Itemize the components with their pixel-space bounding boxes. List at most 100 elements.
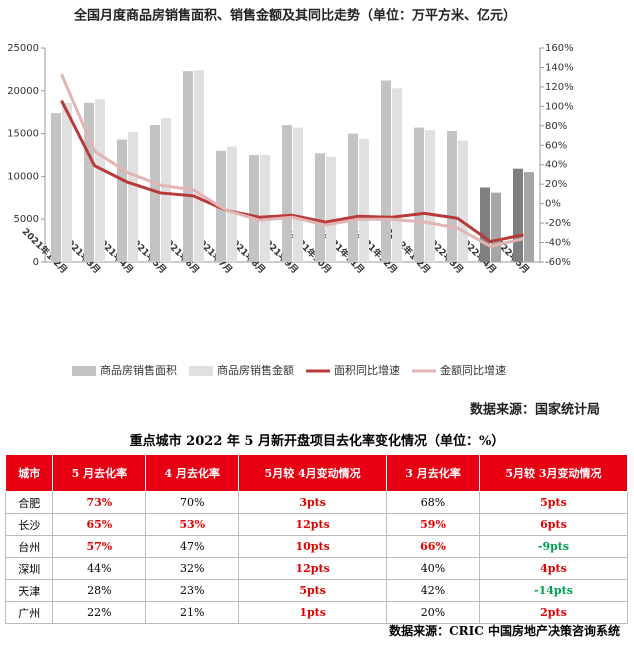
header-cell: 5月较 3月变动情况 — [478, 454, 629, 492]
table-cell: 66% — [386, 535, 480, 558]
table-title: 重点城市 2022 年 5 月新开盘项目去化率变化情况（单位：%） — [129, 434, 505, 449]
bar — [513, 168, 523, 262]
table-cell: 44% — [52, 557, 147, 580]
y-tick-label: 25000 — [7, 43, 39, 54]
y-tick-label: 10000 — [7, 171, 39, 182]
table-cell: 22% — [52, 601, 147, 624]
y2-tick-label: -60% — [545, 257, 571, 268]
table: 城市 5 月去化率 4 月去化率 5月较 4月变动情况 3 月去化率 5月较 3月变动情况… — [4, 454, 629, 624]
table-cell: 12pts — [238, 557, 388, 580]
y2-tick-label: 100% — [545, 101, 574, 112]
legend-label: 面积同比增速 — [334, 363, 400, 377]
bar — [392, 88, 402, 263]
bar — [414, 127, 424, 262]
bar — [117, 139, 127, 262]
bar — [425, 130, 435, 262]
table-row: 天津 28% 23% 5pts 42% -14pts — [4, 579, 629, 602]
bar — [150, 125, 160, 262]
bar — [227, 146, 237, 262]
table-cell: 广州 — [4, 601, 54, 624]
legend-label: 金额同比增速 — [440, 363, 506, 377]
header-cell: 5 月去化率 — [52, 454, 147, 492]
y2-tick-label: 80% — [545, 121, 567, 132]
y-tick-label: 0 — [33, 257, 39, 268]
table-cell: 42% — [386, 579, 480, 602]
y2-tick-label: 40% — [545, 160, 567, 171]
bar — [249, 155, 259, 262]
table-cell: 台州 — [4, 535, 54, 558]
table-cell: 12pts — [238, 513, 388, 536]
y2-tick-label: 0% — [545, 199, 561, 210]
chart-title: 全国月度商品房销售面积、销售金额及其同比走势（单位：万平方米、亿元） — [73, 8, 516, 24]
bar — [282, 125, 292, 262]
bar — [381, 80, 391, 262]
table-cell: 73% — [52, 491, 147, 514]
bar — [480, 187, 490, 262]
bar — [447, 131, 457, 262]
table-cell: 47% — [145, 535, 240, 558]
y2-tick-label: 20% — [545, 179, 567, 190]
table-cell: 10pts — [238, 535, 388, 558]
y2-tick-label: 140% — [545, 62, 574, 73]
bar — [491, 192, 501, 262]
table-cell: 21% — [145, 601, 240, 624]
table-row: 台州 57% 47% 10pts 66% -9pts — [4, 535, 629, 558]
table-cell: 32% — [145, 557, 240, 580]
header-cell: 3 月去化率 — [386, 454, 480, 492]
table-cell: 65% — [52, 513, 147, 536]
y2-tick-label: -20% — [545, 218, 571, 229]
table-cell: 28% — [52, 579, 147, 602]
legend-swatch — [72, 366, 96, 376]
header-cell: 5月较 4月变动情况 — [238, 454, 388, 492]
source: 数据来源：国家统计局 — [470, 402, 600, 418]
bar — [326, 156, 336, 262]
y-tick-label: 5000 — [14, 214, 39, 225]
table-cell: 53% — [145, 513, 240, 536]
y-tick-label: 20000 — [7, 86, 39, 97]
bar — [293, 127, 303, 262]
table-row: 合肥 73% 70% 3pts 68% 5pts — [4, 491, 629, 514]
bar — [183, 71, 193, 262]
bar — [128, 131, 138, 262]
bar — [161, 118, 171, 262]
table-source: 数据来源：CRIC 中国房地产决策咨询系统 — [389, 624, 620, 638]
y2-tick-label: 160% — [545, 43, 574, 54]
table-cell: 1pts — [238, 601, 388, 624]
bar — [315, 153, 325, 262]
line — [60, 73, 524, 248]
header-cell: 城市 — [4, 454, 54, 492]
bar — [260, 155, 270, 262]
y2-tick-label: 60% — [545, 140, 567, 151]
bar — [359, 138, 369, 262]
bar — [51, 113, 61, 262]
table-cell: 59% — [386, 513, 480, 536]
table-cell: -9pts — [478, 535, 629, 558]
y-tick-label: 15000 — [7, 129, 39, 140]
table-cell: 57% — [52, 535, 147, 558]
header-row: 城市 5 月去化率 4 月去化率 5月较 4月变动情况 3 月去化率 5月较 3月变动情况 — [4, 454, 629, 492]
table-cell: 4pts — [478, 557, 629, 580]
line — [60, 99, 524, 244]
table-cell: 5pts — [238, 579, 388, 602]
bar — [95, 99, 105, 262]
table-row: 长沙 65% 53% 12pts 59% 6pts — [4, 513, 629, 536]
header-cell: 4 月去化率 — [145, 454, 240, 492]
bar — [348, 133, 358, 262]
y2-tick-label: 120% — [545, 82, 574, 93]
table-cell: 20% — [386, 601, 480, 624]
table-cell: 70% — [145, 491, 240, 514]
table-row: 深圳 44% 32% 12pts 40% 4pts — [4, 557, 629, 580]
bar — [84, 102, 94, 262]
legend-label: 商品房销售面积 — [100, 363, 177, 377]
table-cell: 天津 — [4, 579, 54, 602]
table-cell: 5pts — [478, 491, 629, 514]
table-cell: -14pts — [478, 579, 629, 602]
table-cell: 长沙 — [4, 513, 54, 536]
table-row: 广州 22% 21% 1pts 20% 2pts — [4, 601, 629, 624]
table-cell: 23% — [145, 579, 240, 602]
bar — [458, 140, 468, 262]
table-cell: 3pts — [238, 491, 388, 514]
table-cell: 深圳 — [4, 557, 54, 580]
chart: 全国月度商品房销售面积、销售金额及其同比走势（单位：万平方米、亿元） 数据来源：… — [7, 8, 600, 418]
legend-swatch — [189, 366, 213, 376]
